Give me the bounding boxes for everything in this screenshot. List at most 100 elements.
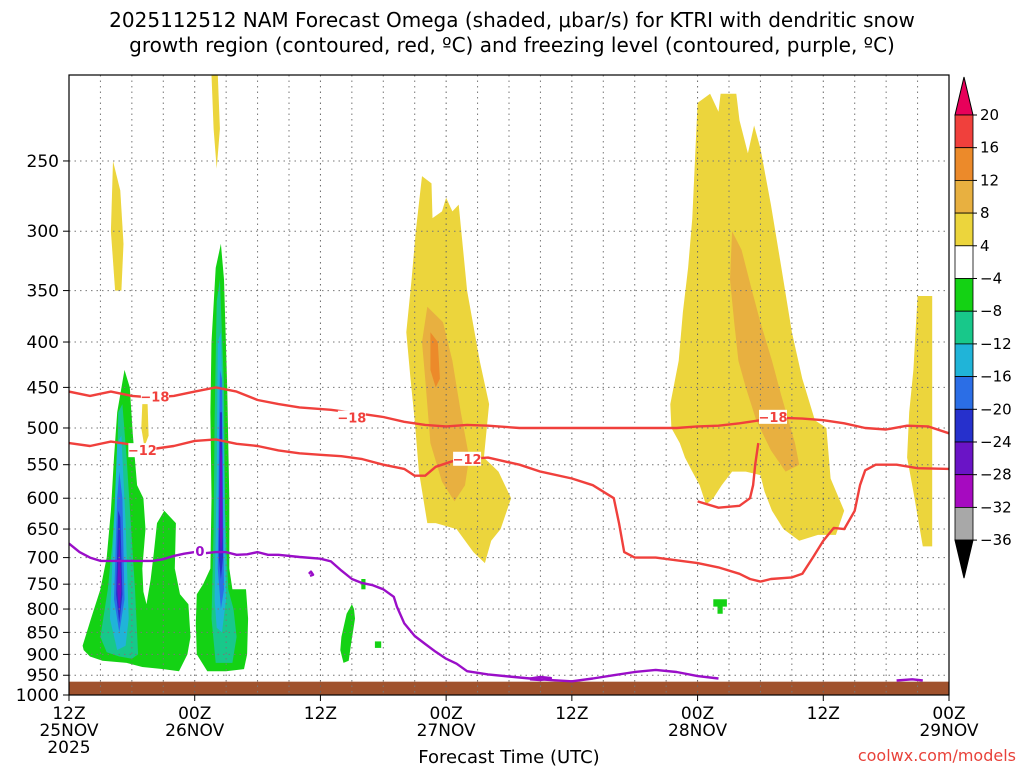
colorbar-label-6: −8 (980, 302, 1002, 320)
colorbar: 20 16 12 8 4 −4 −8 −12 −16 −20 −24 −28 −32 −36 (954, 76, 1012, 579)
y-tick-label-950: 950 (27, 666, 59, 686)
x-tick-label-7-1: 29NOV (919, 721, 978, 741)
colorbar-segment-10 (954, 408, 974, 443)
colorbar-label-12: −32 (980, 498, 1012, 516)
y-tick-label-700: 700 (27, 549, 59, 569)
y-tick-label-400: 400 (27, 333, 59, 353)
contour-label-bg (337, 410, 366, 425)
colorbar-segment-11 (954, 441, 974, 476)
x-tick-label-7-0: 00Z (932, 704, 965, 724)
x-tick-label-2-0: 12Z (304, 704, 337, 724)
colorbar-label-10: −24 (980, 433, 1012, 451)
y-tick-label-850: 850 (27, 623, 59, 643)
contour-labels: −18 −18 −18 −12 −12 0 (128, 389, 788, 560)
colorbar-segment-8 (954, 343, 974, 377)
y-tick-label-650: 650 (27, 520, 59, 540)
omega-region-0 (110, 161, 124, 291)
y-tick-label-900: 900 (27, 645, 59, 665)
colorbar-segment-9 (954, 376, 974, 410)
colorbar-label-8: −16 (980, 368, 1012, 386)
colorbar-segment-3 (954, 179, 974, 214)
contour--18 (69, 386, 949, 435)
omega-region-1 (211, 75, 220, 169)
contour-0d (308, 570, 315, 578)
colorbar-label-4: 4 (980, 237, 990, 255)
colorbar-top-arrow (954, 76, 974, 116)
contour-label-0: −18 (140, 391, 169, 406)
x-axis-title: Forecast Time (UTC) (418, 747, 599, 768)
contour-label-1: −18 (337, 412, 366, 427)
colorbar-segment-6 (954, 278, 974, 312)
x-tick-label-3-1: 27NOV (417, 721, 476, 741)
colorbar-label-5: −4 (980, 270, 1002, 288)
colorbar-label-7: −12 (980, 335, 1012, 353)
contour-0b (529, 675, 553, 682)
contour-label-3: −12 (128, 444, 157, 459)
contour-0 (69, 542, 719, 683)
x-tick-label-0-0: 12Z (52, 704, 85, 724)
colorbar-segment-4 (954, 212, 974, 247)
contour-label-bg (128, 443, 157, 458)
colorbar-segment-12 (954, 474, 974, 508)
y-tick-label-350: 350 (27, 282, 59, 302)
y-tick-label-500: 500 (27, 419, 59, 439)
colorbar-label-2: 12 (980, 171, 999, 189)
x-tick-label-0-1: 25NOV (39, 721, 98, 741)
colorbar-bottom-arrow (954, 539, 974, 579)
y-tick-label-300: 300 (27, 222, 59, 242)
y-tick-label-750: 750 (27, 575, 59, 595)
chart-title-line-2: growth region (contoured, red, ºC) and f… (129, 33, 895, 57)
y-tick-label-1000: 1000 (16, 686, 59, 706)
contour-label-2: −18 (759, 411, 788, 426)
contour-label-bg (193, 544, 206, 559)
omega-region-13 (374, 641, 382, 648)
colorbar-segment-13 (954, 506, 974, 541)
colorbar-label-3: 8 (980, 204, 990, 222)
contour-label-5: 0 (195, 545, 204, 560)
omega-region-2 (141, 404, 149, 447)
omega-region-3 (406, 176, 512, 564)
y-tick-label-550: 550 (27, 456, 59, 476)
colorbar-label-11: −28 (980, 466, 1012, 484)
colorbar-label-0: 20 (980, 106, 999, 124)
contour--12b (697, 442, 760, 509)
contour-label-bg (140, 389, 169, 404)
omega-region-5 (430, 332, 440, 388)
colorbar-segment-7 (954, 310, 974, 345)
y-tick-label-600: 600 (27, 489, 59, 509)
credit-text: coolwx.com/models (858, 746, 1016, 765)
contour-lines (69, 386, 949, 683)
colorbar-segment-1 (954, 114, 974, 149)
contour-label-bg (759, 409, 787, 424)
colorbar-segment-5 (954, 245, 974, 279)
colorbar-segment-2 (954, 147, 974, 181)
x-tick-label-0-2: 2025 (47, 738, 90, 758)
y-tick-label-250: 250 (27, 152, 59, 172)
omega-region-24 (219, 443, 223, 558)
colorbar-label-1: 16 (980, 139, 999, 157)
y-tick-label-800: 800 (27, 600, 59, 620)
contour-label-bg (453, 451, 482, 466)
x-tick-label-4-0: 12Z (555, 704, 588, 724)
omega-region-11 (340, 604, 355, 663)
x-tick-label-3-0: 00Z (430, 704, 463, 724)
below-ground-fill (69, 681, 949, 695)
x-tick-label-1-1: 26NOV (165, 721, 224, 741)
x-tick-label-6-0: 12Z (807, 704, 840, 724)
x-tick-label-5-1: 28NOV (668, 721, 727, 741)
contour--12 (69, 438, 949, 583)
contour-0c (896, 678, 923, 682)
colorbar-label-13: −36 (980, 531, 1012, 549)
plot-frame (68, 74, 950, 696)
omega-region-14 (713, 599, 727, 614)
omega-region-23 (117, 534, 122, 614)
y-axis: 2503003504004505005506006507007508008509… (16, 152, 69, 706)
x-tick-label-5-0: 00Z (681, 704, 714, 724)
colorbar-label-9: −20 (980, 400, 1012, 418)
contour-label-4: −12 (453, 453, 482, 468)
omega-region-8 (907, 296, 933, 547)
x-tick-label-1-0: 00Z (178, 704, 211, 724)
y-tick-label-450: 450 (27, 378, 59, 398)
